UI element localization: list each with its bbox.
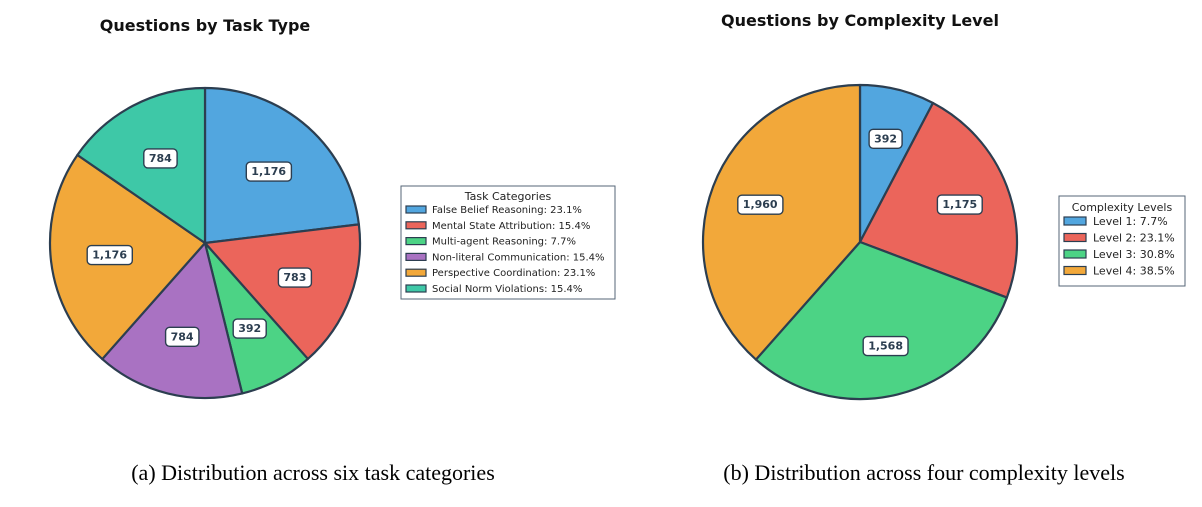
chart-a-legend-items: False Belief Reasoning: 23.1% Mental Stat… — [405, 205, 605, 295]
slice-value-label: 1,960 — [743, 198, 778, 211]
slice-label-box — [164, 326, 200, 347]
legend-label: Social Norm Violations: 15.4% — [432, 284, 582, 295]
slice-label: 1,176 — [86, 244, 133, 266]
slice-label: 784 — [143, 148, 178, 169]
legend-label: Multi-agent Reasoning: 7.7% — [432, 237, 576, 248]
slice-label-box — [936, 194, 983, 215]
chart-a-legend: Task Categories False Belief Reasoning: … — [400, 185, 616, 300]
chart-a-legend-title: Task Categories — [464, 190, 552, 203]
slice-label-box — [86, 244, 133, 266]
legend-item: Level 2: 23.1% — [1063, 232, 1175, 245]
legend-label: Non-literal Communication: 15.4% — [432, 252, 605, 263]
legend-label: Perspective Coordination: 23.1% — [432, 268, 595, 279]
slice-label: 1,960 — [737, 194, 784, 215]
slice-label-box — [277, 267, 313, 288]
slice-label: 392 — [868, 128, 903, 150]
legend-swatch — [405, 237, 427, 246]
chart-b-legend: Complexity Levels Level 1: 7.7% Level 2: … — [1058, 195, 1186, 287]
slice-label: 1,176 — [245, 161, 293, 182]
slice-value-label: 1,568 — [868, 340, 903, 353]
legend-item: Multi-agent Reasoning: 7.7% — [405, 237, 576, 248]
slice-value-label: 783 — [283, 271, 306, 284]
legend-item: Level 1: 7.7% — [1063, 215, 1168, 228]
chart-b-legend-title: Complexity Levels — [1072, 201, 1173, 214]
pie-slice-mental-state-attribution — [203, 223, 362, 361]
slice-value-label: 784 — [171, 330, 194, 343]
chart-a-slice-labels: 1,176 783 392 784 1,176 784 — [86, 148, 313, 347]
chart-a-caption: (a) Distribution across six task categor… — [131, 460, 495, 485]
legend-swatch — [405, 252, 427, 261]
legend-item: Level 4: 38.5% — [1063, 265, 1175, 278]
legend-label: Level 2: 23.1% — [1093, 232, 1175, 245]
slice-label: 1,175 — [936, 194, 983, 215]
slice-label-box — [868, 128, 903, 150]
legend-label: Level 3: 30.8% — [1093, 248, 1175, 261]
slice-label: 1,568 — [862, 335, 909, 357]
slice-value-label: 1,176 — [251, 165, 286, 178]
pie-slice-social-norm-violations — [76, 86, 207, 245]
chart-b-slice-labels: 392 1,175 1,568 1,960 — [737, 128, 983, 357]
legend-swatch — [1063, 232, 1087, 243]
legend-label: False Belief Reasoning: 23.1% — [432, 205, 582, 216]
chart-a-title: Questions by Task Type — [100, 16, 311, 35]
legend-item: Perspective Coordination: 23.1% — [405, 268, 595, 279]
legend-swatch — [1063, 249, 1087, 259]
legend-item: Level 3: 30.8% — [1063, 248, 1175, 261]
legend-label: Mental State Attribution: 15.4% — [432, 221, 590, 232]
slice-value-label: 392 — [874, 132, 897, 145]
slice-label-box — [232, 318, 267, 339]
chart-b-slices — [701, 83, 1019, 401]
slice-label-box — [143, 148, 178, 169]
slice-value-label: 392 — [238, 322, 261, 335]
slice-value-label: 784 — [149, 152, 172, 165]
pie-slice-non-literal-communication — [101, 241, 244, 400]
legend-item: Mental State Attribution: 15.4% — [405, 221, 590, 232]
chart-complexity-level: Questions by Complexity Level 392 1,175 1,… — [701, 11, 1186, 485]
chart-b-legend-items: Level 1: 7.7% Level 2: 23.1% Level 3: 30.8… — [1063, 215, 1175, 278]
legend-swatch — [405, 205, 427, 214]
chart-a-slices — [48, 86, 362, 400]
chart-a-legend-frame — [400, 185, 616, 300]
slice-value-label: 1,175 — [942, 198, 977, 211]
legend-label: Level 1: 7.7% — [1093, 215, 1168, 228]
slice-label: 784 — [164, 326, 200, 347]
pie-slice-level-3 — [754, 240, 1008, 401]
legend-item: Social Norm Violations: 15.4% — [405, 284, 582, 295]
pie-slice-level-4 — [701, 83, 862, 361]
slice-label: 392 — [232, 318, 267, 339]
slice-value-label: 1,176 — [92, 249, 127, 262]
chart-b-title: Questions by Complexity Level — [721, 11, 999, 30]
legend-label: Level 4: 38.5% — [1093, 265, 1175, 278]
chart-b-caption: (b) Distribution across four complexity … — [723, 460, 1124, 485]
legend-swatch — [1063, 265, 1087, 276]
slice-label: 783 — [277, 267, 313, 288]
slice-label-box — [862, 335, 909, 357]
chart-task-type: Questions by Task Type 1,1767833927841,1… — [48, 16, 616, 485]
legend-swatch — [405, 284, 427, 293]
legend-swatch — [1063, 216, 1087, 226]
legend-item: False Belief Reasoning: 23.1% — [405, 205, 582, 216]
legend-swatch — [405, 221, 427, 230]
legend-swatch — [405, 268, 427, 277]
legend-item: Non-literal Communication: 15.4% — [405, 252, 605, 263]
slice-label-box — [245, 161, 293, 182]
slice-label-box — [737, 194, 784, 215]
